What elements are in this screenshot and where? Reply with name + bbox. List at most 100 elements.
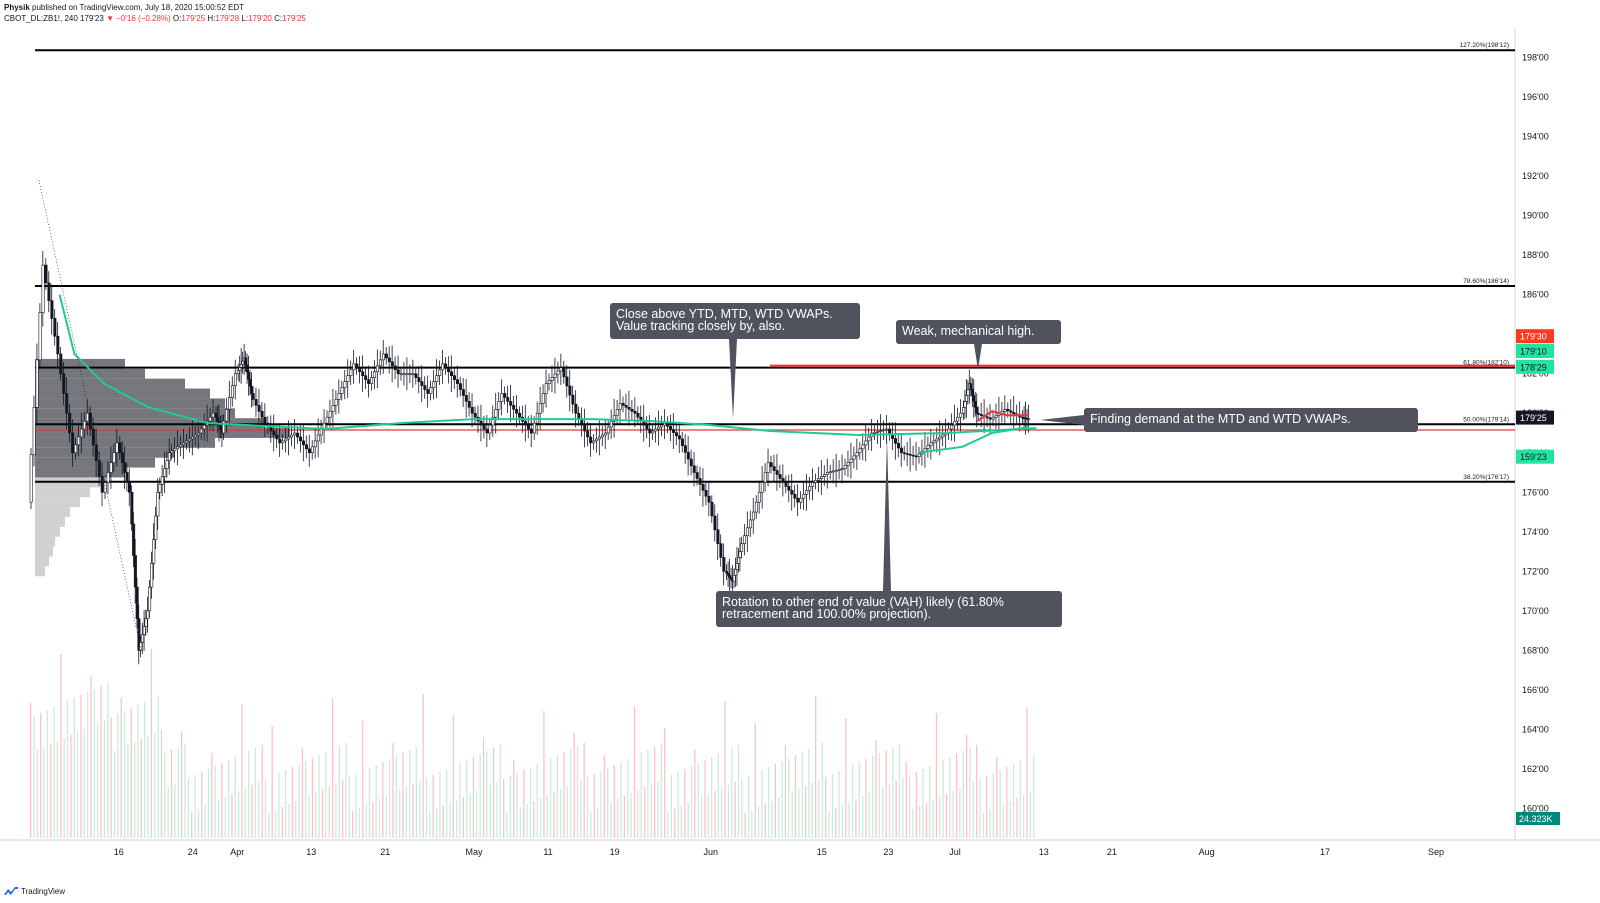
volume-bar [227,760,230,838]
candle-body [429,387,433,394]
tradingview-logo-icon[interactable] [4,886,18,896]
annotation-pointer [883,437,891,591]
volume-bar [328,786,330,838]
volume-bar [472,757,475,838]
volume-bar [248,751,250,838]
candle-body [387,357,391,363]
candle-body [674,432,678,437]
volume-bar [721,788,723,838]
candle-body [173,448,177,452]
volume-bar [868,793,870,838]
volume-bar [898,744,901,838]
annotation-text: Value tracking closely by, also. [616,319,785,333]
volume-bar [972,782,974,838]
y-tick-label: 164'00 [1522,724,1549,734]
x-tick-label: Sep [1428,847,1444,857]
brand-name[interactable]: TradingView [21,886,66,896]
y-tick-label: 162'00 [1522,764,1549,774]
candle-body [627,407,631,410]
candle-body [272,430,276,436]
volume-bar [93,689,96,838]
candle-body [589,436,593,444]
candle-body [843,465,847,469]
volume-bar [43,747,45,838]
volume-bar [449,803,451,838]
candle-body [302,440,306,446]
volume-profile-bar [35,516,65,527]
volume-bar [127,745,129,838]
annotation-box[interactable] [716,591,1062,627]
volume-bar [1002,804,1005,838]
candle-body [74,444,78,454]
candle-body [751,511,755,521]
x-tick-label: Aug [1199,847,1215,857]
candle-body [450,371,454,377]
volume-bar [358,808,361,838]
candle-body [615,408,619,416]
volume-bar [697,763,699,838]
volume-bar [274,810,277,838]
candle-body [757,491,761,503]
volume-bar [965,735,968,838]
volume-bar [241,704,243,838]
x-tick-label: 13 [1039,847,1049,857]
volume-bar [237,791,240,838]
annotation-box[interactable] [896,320,1061,344]
volume-bar [549,758,552,838]
volume-bar [140,739,143,838]
candle-body [538,403,542,414]
ohlc-h-label: H: [207,14,216,23]
volume-bar [737,745,740,838]
annotation-box[interactable] [610,303,860,339]
candle-body [473,412,477,418]
volume-bar [617,799,619,838]
ytd-vwap-line[interactable] [58,294,1037,436]
volume-bar [560,789,562,838]
candle-body [861,444,865,450]
candle-body [651,430,655,434]
candle-body [62,373,66,394]
volume-bar [751,810,753,838]
candle-body [482,424,486,430]
symbol-name[interactable]: CBOT_DL:ZB1!, 240 [4,14,78,23]
candle-body [568,385,572,396]
volume-bar [543,711,545,838]
volume-bar [556,755,558,838]
author-name[interactable]: Physik [4,3,30,12]
volume-bar [174,784,176,838]
volume-bar [989,810,991,838]
volume-bar [905,762,907,838]
volume-profile-bar [35,368,145,379]
mtd-vwap-line[interactable] [917,426,1030,454]
candle-body [760,482,764,493]
volume-bar [821,743,824,838]
volume-bar [731,748,733,838]
candle-body [624,405,628,408]
candle-body [754,501,758,513]
candle-body [831,470,835,473]
volume-bar [814,696,817,838]
volume-bar [1033,755,1035,838]
candle-body [740,543,744,552]
candle-body [125,472,129,483]
candle-body [241,360,245,365]
wtd-vwap-line[interactable] [976,410,1029,422]
candle-body [417,377,421,382]
volume-bar [808,749,810,838]
annotation-box[interactable] [1084,408,1418,432]
y-tick-label: 192'00 [1522,171,1549,181]
price-badge [1516,344,1554,359]
candle-body [822,474,826,477]
symbol-line: CBOT_DL:ZB1!, 240 179'23 ▼ −0'16 (−0.28%… [4,13,306,24]
volume-bar [929,766,931,838]
candle-body [938,436,942,440]
candle-body [408,373,412,376]
volume-bar [382,762,384,838]
candle-body [293,432,297,436]
candle-body [287,436,291,440]
volume-bar [979,779,981,838]
volume-bar [503,779,505,838]
candle-body [310,446,314,454]
volume-bar [613,765,616,838]
